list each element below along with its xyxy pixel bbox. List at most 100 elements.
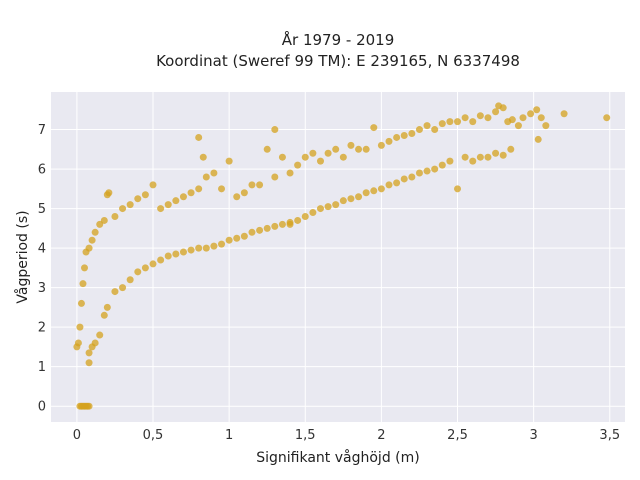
- data-point: [85, 359, 93, 367]
- data-point: [218, 240, 226, 248]
- data-point: [527, 110, 535, 118]
- data-point: [88, 236, 96, 244]
- data-point: [423, 167, 431, 175]
- data-point: [316, 157, 324, 165]
- data-point: [476, 153, 484, 161]
- data-point: [256, 181, 264, 189]
- data-point: [248, 181, 256, 189]
- data-point: [461, 153, 469, 161]
- data-point: [202, 244, 210, 252]
- data-point: [492, 108, 500, 116]
- data-point: [85, 349, 93, 357]
- data-point: [438, 161, 446, 169]
- data-point: [454, 118, 462, 126]
- data-point: [484, 153, 492, 161]
- data-point: [499, 104, 507, 112]
- data-point: [324, 149, 332, 157]
- data-point: [199, 153, 207, 161]
- data-point: [484, 114, 492, 122]
- data-point: [172, 250, 180, 258]
- data-point: [423, 122, 431, 130]
- data-point: [225, 157, 233, 165]
- data-point: [355, 193, 363, 201]
- data-point: [77, 299, 85, 307]
- data-point: [256, 226, 264, 234]
- data-point: [187, 246, 195, 254]
- data-point: [400, 175, 408, 183]
- data-point: [508, 116, 516, 124]
- data-point: [74, 339, 82, 347]
- data-point: [408, 173, 416, 181]
- data-point: [514, 122, 522, 130]
- data-point: [370, 124, 378, 132]
- x-tick-label: 0: [73, 428, 81, 443]
- y-tick-label: 3: [38, 281, 46, 296]
- data-point: [157, 256, 165, 264]
- data-point: [370, 187, 378, 195]
- data-point: [415, 126, 423, 134]
- data-point: [164, 201, 172, 209]
- x-axis-label: Signifikant våghöjd (m): [256, 449, 419, 466]
- data-point: [533, 106, 541, 114]
- data-point: [347, 141, 355, 149]
- data-point: [141, 191, 149, 199]
- data-point: [126, 276, 134, 284]
- data-point: [339, 197, 347, 205]
- x-tick-label: 3,5: [599, 428, 620, 443]
- data-point: [301, 212, 309, 220]
- data-point: [332, 201, 340, 209]
- data-point: [164, 252, 172, 260]
- data-point: [119, 284, 127, 292]
- data-point: [286, 220, 294, 228]
- data-point: [355, 145, 363, 153]
- data-point: [301, 153, 309, 161]
- data-point: [210, 169, 218, 177]
- data-point: [111, 288, 119, 296]
- data-point: [454, 185, 462, 193]
- data-point: [507, 145, 515, 153]
- data-point: [85, 244, 93, 252]
- data-point: [347, 195, 355, 203]
- data-point: [534, 135, 542, 143]
- x-tick-label: 1,5: [295, 428, 316, 443]
- data-point: [85, 402, 93, 410]
- data-point: [225, 236, 233, 244]
- data-point: [172, 197, 180, 205]
- data-point: [240, 232, 248, 240]
- chart-title-line2: Koordinat (Sweref 99 TM): E 239165, N 63…: [156, 52, 520, 70]
- data-point: [278, 220, 286, 228]
- data-point: [179, 248, 187, 256]
- data-point: [492, 149, 500, 157]
- y-tick-label: 5: [38, 202, 46, 217]
- y-tick-labels: 0 1 2 3 4 5 6 7: [38, 123, 46, 415]
- data-point: [96, 220, 104, 228]
- data-point: [126, 201, 134, 209]
- data-point: [603, 114, 611, 122]
- data-point: [271, 126, 279, 134]
- data-point: [446, 157, 454, 165]
- y-tick-label: 7: [38, 123, 46, 138]
- x-tick-labels: 0 0,5 1 1,5 2 2,5 3 3,5: [73, 428, 620, 443]
- data-point: [103, 303, 111, 311]
- data-point: [91, 339, 99, 347]
- data-point: [141, 264, 149, 272]
- data-point: [431, 165, 439, 173]
- data-point: [362, 145, 370, 153]
- data-point: [400, 131, 408, 139]
- data-point: [218, 185, 226, 193]
- y-tick-label: 6: [38, 163, 46, 178]
- data-point: [240, 189, 248, 197]
- chart-title-line1: År 1979 - 2019: [282, 30, 395, 49]
- data-point: [309, 209, 317, 217]
- data-point: [187, 189, 195, 197]
- x-tick-label: 1: [225, 428, 233, 443]
- data-point: [100, 216, 108, 224]
- data-point: [316, 205, 324, 213]
- data-point: [263, 224, 271, 232]
- data-point: [76, 323, 84, 331]
- y-tick-label: 4: [38, 242, 46, 257]
- data-point: [233, 234, 241, 242]
- data-point: [476, 112, 484, 120]
- data-point: [339, 153, 347, 161]
- data-point: [393, 179, 401, 187]
